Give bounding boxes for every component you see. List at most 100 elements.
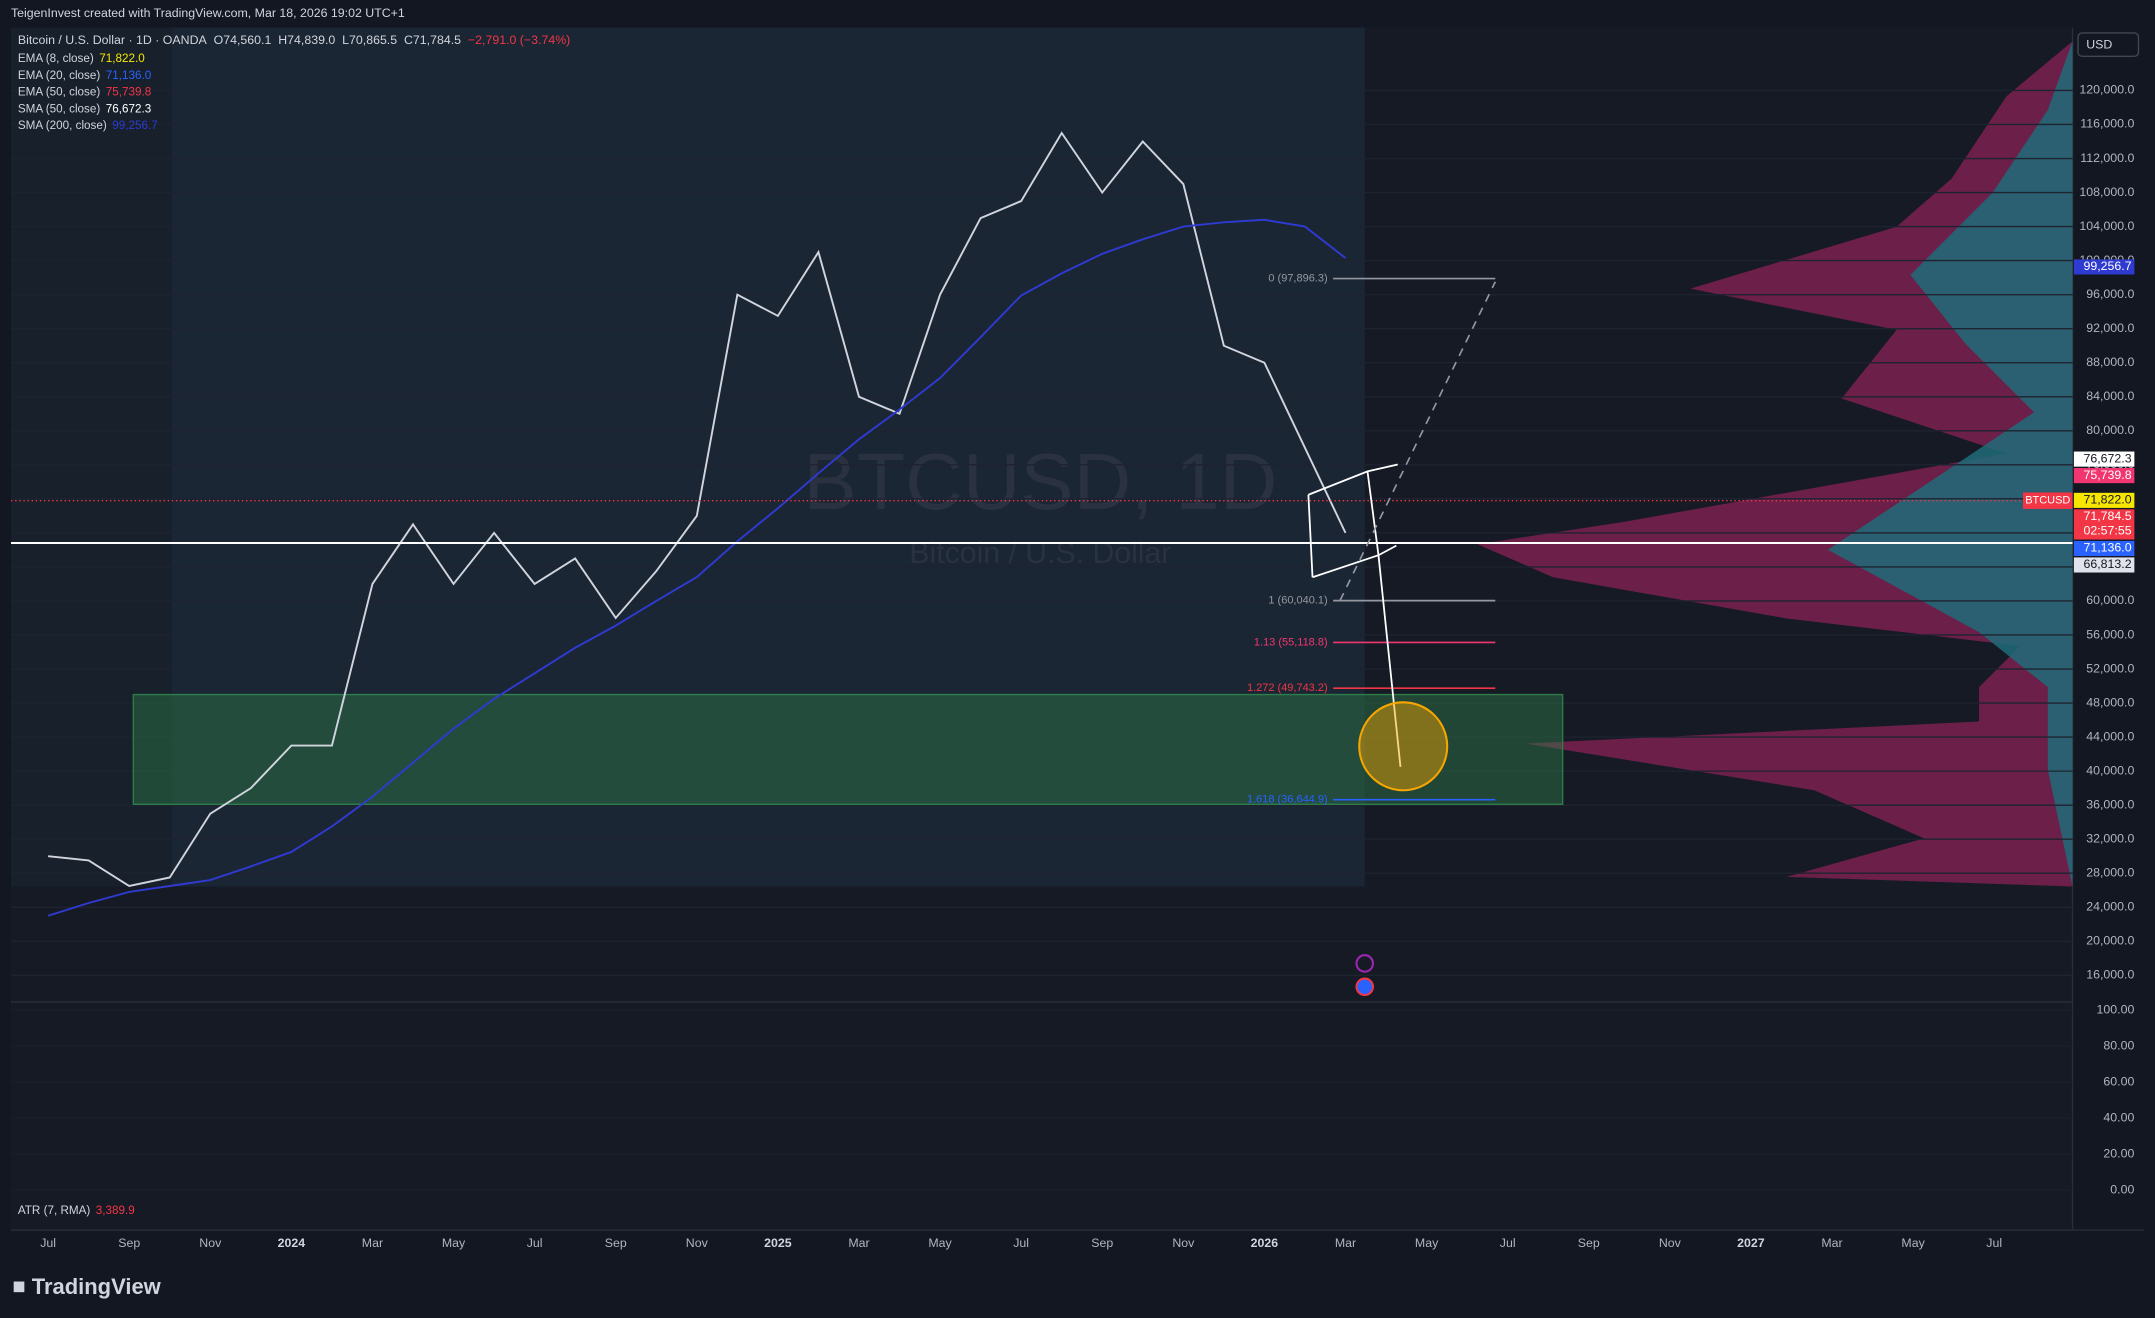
credit: TeigenInvest created with TradingView.co…: [11, 6, 405, 20]
x-tick-label: May: [1415, 1236, 1439, 1250]
ohlc: O74,560.1: [214, 33, 272, 47]
x-tick-label: Nov: [686, 1236, 709, 1250]
atr-tick-label: 80.00: [2103, 1038, 2134, 1052]
atr-legend: ATR (7, RMA) 3,389.9: [18, 1204, 135, 1217]
y-tick-label: 108,000.0: [2079, 185, 2134, 199]
indicator-value: 75,739.8: [106, 86, 151, 99]
y-tick-label: 16,000.0: [2086, 968, 2134, 982]
brand-name: TradingView: [32, 1274, 162, 1299]
fib-label: 1.618 (36,644.9): [1247, 794, 1328, 806]
price-tag: [2073, 492, 2135, 508]
x-tick-label: Nov: [1659, 1236, 1682, 1250]
change: −2,791.0 (−3.74%): [468, 33, 570, 47]
drawings: [1307, 281, 1497, 997]
target-circle: [1358, 701, 1449, 792]
atr-tick-label: 40.00: [2103, 1110, 2134, 1124]
fib-label: 1.13 (55,118.8): [1254, 636, 1328, 648]
x-tick-label: 2025: [764, 1236, 792, 1250]
indicator-value: 71,136.0: [106, 69, 152, 82]
currency[interactable]: USD: [2086, 38, 2112, 52]
price-tag-label: 99,256.7: [2084, 259, 2132, 273]
x-tick-label: Sep: [1578, 1236, 1600, 1250]
symbol-tag-label: BTCUSD: [2025, 495, 2070, 507]
price-tag-label: 76,672.3: [2084, 451, 2132, 465]
price-tag-label: 75,739.8: [2084, 468, 2132, 482]
price-tag: [2073, 509, 2135, 540]
indicator-legend: EMA (8, close) 71,822.0: [18, 52, 145, 65]
atr-tick-label: 20.00: [2103, 1146, 2134, 1160]
countdown: 02:57:55: [2084, 524, 2132, 538]
plot-layer: 0 (97,896.3) 1 (60,040.1) 1.13 (55,118.8) 1…: [11, 89, 2073, 977]
series-line: [48, 131, 1347, 888]
symbol-legend: Bitcoin / U.S. Dollar · 1D · OANDA O74,56…: [18, 33, 570, 47]
x-tick-label: Jul: [527, 1236, 543, 1250]
fib-label: 1.272 (49,743.2): [1247, 682, 1328, 694]
range-left: [11, 27, 172, 887]
range-highlight: [171, 27, 1365, 887]
event-icon[interactable]: [1355, 977, 1375, 997]
y-tick-label: 120,000.0: [2079, 83, 2134, 97]
indicator-legend: SMA (200, close) 99,256.7: [18, 119, 158, 132]
indicator-legend: EMA (50, close) 75,739.8: [18, 86, 151, 99]
x-tick-label: May: [1901, 1236, 1925, 1250]
y-tick-label: 80,000.0: [2086, 423, 2134, 437]
y-tick-label: 28,000.0: [2086, 865, 2134, 879]
indicator-legend: EMA (20, close) 71,136.0: [18, 69, 152, 82]
event-icon[interactable]: [1355, 954, 1375, 973]
atr-tick-label: 60.00: [2103, 1074, 2134, 1088]
price-tag-label: 66,813.2: [2084, 557, 2132, 571]
x-tick-label: Nov: [1172, 1236, 1195, 1250]
indicator-legend: SMA (50, close) 76,672.3: [18, 102, 151, 115]
y-tick-label: 20,000.0: [2086, 934, 2134, 948]
y-tick-label: 48,000.0: [2086, 695, 2134, 709]
x-tick-label: May: [442, 1236, 466, 1250]
indicator-value: 76,672.3: [106, 102, 151, 115]
y-tick-label: 104,000.0: [2079, 219, 2134, 233]
y-tick-label: 36,000.0: [2086, 797, 2134, 811]
x-tick-label: 2027: [1737, 1236, 1765, 1250]
x-tick-label: Mar: [362, 1236, 383, 1250]
volume-profile-down: [1477, 41, 2073, 887]
y-tick-label: 56,000.0: [2086, 627, 2134, 641]
indicator-value: 99,256.7: [112, 119, 157, 132]
y-tick-label: 84,000.0: [2086, 389, 2134, 403]
chart-title: Bitcoin / U.S. Dollar · 1D · OANDA: [18, 33, 208, 47]
flag-right: [1366, 471, 1380, 556]
y-tick-label: 60,000.0: [2086, 593, 2134, 607]
indicator-name: EMA (50, close): [18, 86, 100, 99]
x-tick-label: Jul: [1500, 1236, 1516, 1250]
y-tick-label: 92,000.0: [2086, 321, 2134, 335]
flag-left: [1307, 494, 1314, 578]
projection-line: [1377, 555, 1402, 767]
ohlc: H74,839.0: [278, 33, 335, 47]
y-tick-label: 52,000.0: [2086, 661, 2134, 675]
price-tag: [2073, 468, 2135, 484]
price-tag: [2073, 540, 2135, 557]
watermark-symbol: BTCUSD, 1D: [803, 437, 1277, 526]
currency-button[interactable]: [2077, 32, 2140, 58]
indicator-name: EMA (20, close): [18, 69, 100, 82]
x-tick-label: 2026: [1251, 1236, 1279, 1250]
y-tick-label: 112,000.0: [2080, 151, 2134, 165]
flag-top: [1308, 463, 1398, 496]
indicator-name: SMA (200, close): [18, 119, 107, 132]
y-tick-label: 88,000.0: [2086, 355, 2134, 369]
x-tick-label: Mar: [1821, 1236, 1842, 1250]
target-zone: [132, 693, 1564, 805]
price-tag-label: 71,784.5: [2084, 509, 2132, 523]
price-tag: [2073, 557, 2135, 573]
atr-tick-label: 0.00: [2110, 1182, 2134, 1196]
x-tick-label: Nov: [199, 1236, 222, 1250]
fib-label: 1 (60,040.1): [1268, 595, 1327, 607]
indicator-name: EMA (8, close): [18, 52, 94, 65]
volume-profile-up: [1827, 41, 2073, 887]
x-tick-label: Mar: [1335, 1236, 1356, 1250]
atr-pane: 0.00 20.00 40.00 60.00 80.00 100.00 ATR (7, RM…: [11, 1002, 2134, 1217]
x-tick-label: Jul: [40, 1236, 56, 1250]
indicator-name: SMA (50, close): [18, 102, 100, 115]
y-tick-label: 40,000.0: [2086, 763, 2134, 777]
ohlc: L70,865.5: [342, 33, 397, 47]
x-tick-label: May: [928, 1236, 952, 1250]
